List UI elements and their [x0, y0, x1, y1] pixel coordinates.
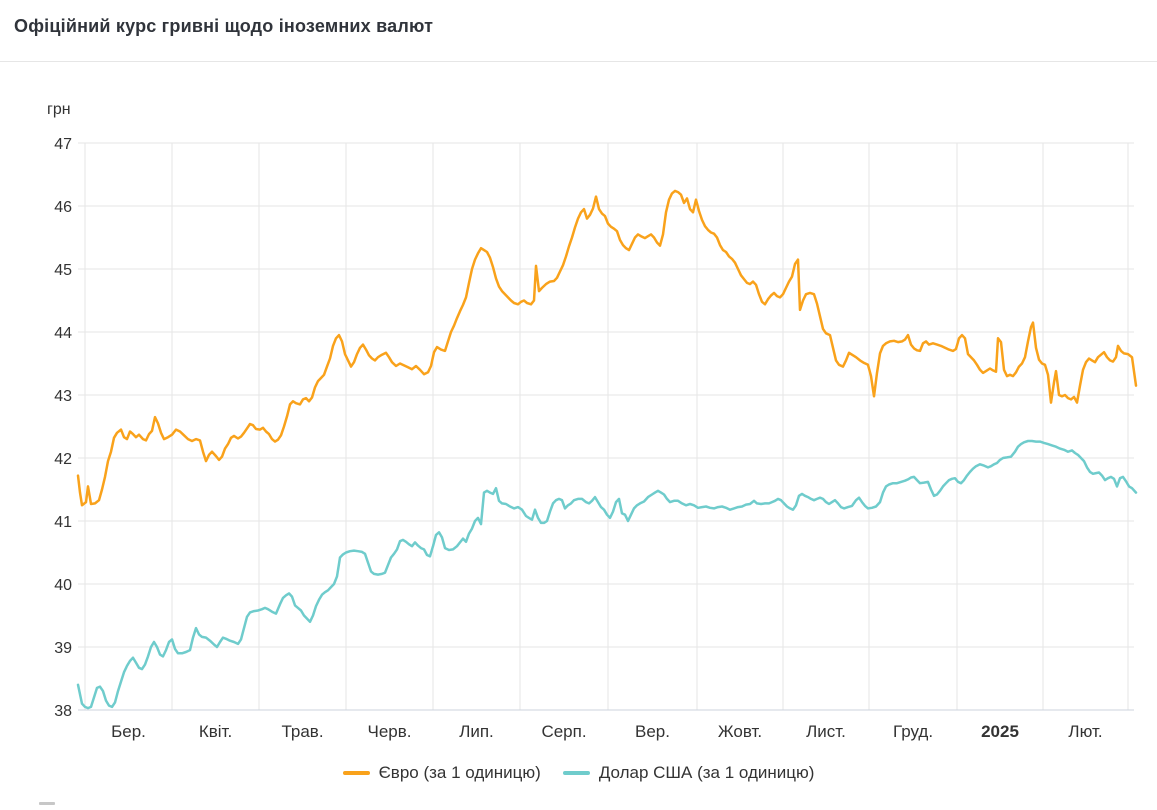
x-tick-label: Жовт. [718, 722, 762, 741]
legend-item-euro[interactable]: Євро (за 1 одиницю) [342, 763, 541, 783]
page-title: Офіційний курс гривні щодо іноземних вал… [14, 16, 434, 36]
series-lines [76, 189, 1138, 710]
chart-header: Офіційний курс гривні щодо іноземних вал… [0, 0, 1157, 62]
y-axis-tick-labels: 47 46 45 44 43 42 41 40 39 38 [54, 136, 72, 720]
y-axis-unit-label: грн [47, 101, 71, 118]
horizontal-gridlines [78, 142, 1134, 711]
y-tick-label: 42 [54, 451, 72, 468]
y-tick-label: 47 [54, 136, 72, 153]
legend-label-euro: Євро (за 1 одиницю) [378, 763, 541, 782]
y-tick-label: 43 [54, 388, 72, 405]
y-tick-label: 38 [54, 703, 72, 720]
y-tick-label: 41 [54, 514, 72, 531]
y-tick-label: 44 [54, 325, 72, 342]
vertical-gridlines [84, 143, 1129, 710]
euro-series-line[interactable] [76, 189, 1138, 507]
legend-label-usd: Долар США (за 1 одиницю) [598, 763, 815, 782]
usd-line-swatch [562, 771, 590, 775]
x-tick-label: Трав. [281, 722, 323, 741]
x-tick-label: Квіт. [199, 722, 232, 741]
x-tick-label: Лист. [806, 722, 846, 741]
legend-item-usd[interactable]: Долар США (за 1 одиницю) [562, 763, 815, 783]
chart-legend: Євро (за 1 одиницю) Долар США (за 1 один… [0, 763, 1157, 783]
y-tick-label: 46 [54, 199, 72, 216]
x-tick-label: Серп. [541, 722, 586, 741]
x-tick-label: Черв. [368, 722, 412, 741]
x-tick-label: Вер. [635, 722, 670, 741]
x-tick-label: Груд. [893, 722, 933, 741]
x-tick-label: Лип. [459, 722, 494, 741]
euro-line-swatch [342, 771, 370, 775]
usd-series-line[interactable] [76, 439, 1138, 710]
y-tick-label: 45 [54, 262, 72, 279]
cut-off-text-artifact [39, 802, 55, 805]
x-axis-tick-labels: Бер. Квіт. Трав. Черв. Лип. Серп. Вер. Жовт. Лис… [111, 722, 1102, 741]
x-tick-label: Лют. [1068, 722, 1102, 741]
y-tick-label: 40 [54, 577, 72, 594]
y-tick-label: 39 [54, 640, 72, 657]
x-tick-label: 2025 [981, 722, 1019, 741]
x-tick-label: Бер. [111, 722, 146, 741]
